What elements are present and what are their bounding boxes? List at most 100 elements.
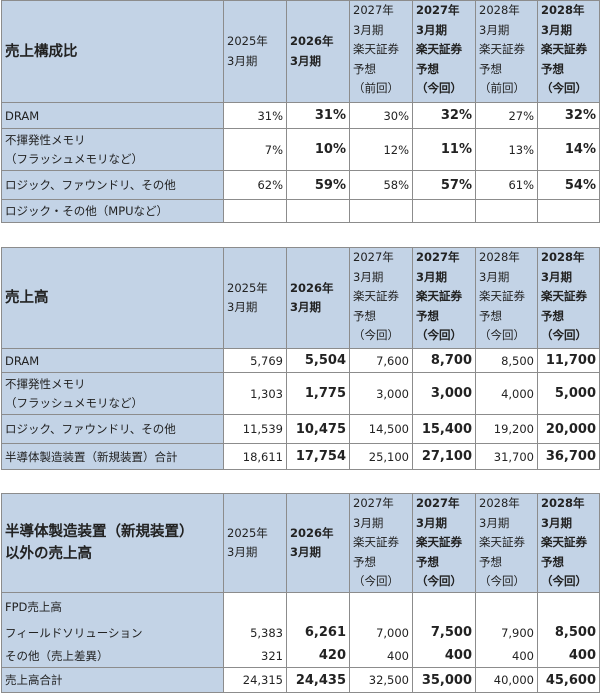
table-row: フィールドソリューション 5,383 6,261 7,000 7,500 7,9… bbox=[1, 620, 600, 645]
value-cell: 400 bbox=[349, 644, 413, 668]
value-cell: 27% bbox=[475, 102, 538, 129]
row-label: 不揮発性メモリ （フラッシュメモリなど） bbox=[1, 372, 224, 415]
value-cell: 3,000 bbox=[349, 372, 413, 415]
col-header-fy2028-now: 2028年 3月期 楽天証券 予想 （今回） bbox=[537, 493, 600, 593]
value-cell: 10% bbox=[286, 128, 350, 171]
value-cell bbox=[349, 592, 413, 621]
row-label: DRAM bbox=[1, 102, 224, 129]
table-row: DRAM 31% 31% 30% 32% 27% 32% bbox=[1, 102, 600, 129]
value-cell: 400 bbox=[412, 644, 476, 668]
value-cell: 12% bbox=[349, 128, 413, 171]
value-cell: 14,500 bbox=[349, 414, 413, 444]
value-cell bbox=[475, 199, 538, 223]
row-label: その他（売上差異） bbox=[1, 644, 224, 668]
value-cell: 59% bbox=[286, 170, 350, 200]
row-label: 半導体製造装置（新規装置）合計 bbox=[1, 443, 224, 470]
value-cell: 57% bbox=[412, 170, 476, 200]
value-cell bbox=[223, 592, 287, 621]
col-header-fy2027-now: 2027年 3月期 楽天証券 予想 （今回） bbox=[412, 0, 476, 103]
value-cell: 14% bbox=[537, 128, 600, 171]
value-cell: 19,200 bbox=[475, 414, 538, 444]
composition-ratio-table: 売上構成比 2025年 3月期 2026年 3月期 2027年 3月期 楽天証券 予想 （前… bbox=[1, 0, 600, 223]
value-cell: 5,504 bbox=[286, 348, 350, 373]
col-header-fy2027-prev: 2027年 3月期 楽天証券 予想 （今回） bbox=[349, 247, 413, 349]
row-label: 不揮発性メモリ （フラッシュメモリなど） bbox=[1, 128, 224, 171]
value-cell: 31,700 bbox=[475, 443, 538, 470]
value-cell: 7,900 bbox=[475, 620, 538, 645]
sales-table: 売上高 2025年 3月期 2026年 3月期 2027年 3月期 楽天証券 予想 （今回）… bbox=[1, 247, 600, 470]
col-header-fy2026: 2026年 3月期 bbox=[286, 0, 350, 103]
row-label: DRAM bbox=[1, 348, 224, 373]
value-cell: 400 bbox=[475, 644, 538, 668]
col-header-fy2028-prev: 2028年 3月期 楽天証券 予想 （前回） bbox=[475, 0, 538, 103]
col-header-fy2025: 2025年 3月期 bbox=[223, 0, 287, 103]
row-label: フィールドソリューション bbox=[1, 620, 224, 645]
table-title: 半導体製造装置（新規装置） 以外の売上高 bbox=[1, 493, 224, 593]
value-cell: 58% bbox=[349, 170, 413, 200]
value-cell: 35,000 bbox=[412, 667, 476, 693]
value-cell: 1,775 bbox=[286, 372, 350, 415]
value-cell bbox=[286, 199, 350, 223]
table-row: 不揮発性メモリ （フラッシュメモリなど） 1,303 1,775 3,000 3,… bbox=[1, 372, 600, 415]
value-cell: 5,769 bbox=[223, 348, 287, 373]
value-cell: 24,315 bbox=[223, 667, 287, 693]
value-cell bbox=[286, 592, 350, 621]
col-header-fy2027-prev: 2027年 3月期 楽天証券 予想 （前回） bbox=[349, 0, 413, 103]
table-row: ロジック・その他（MPUなど） bbox=[1, 199, 600, 223]
value-cell: 27,100 bbox=[412, 443, 476, 470]
value-cell bbox=[475, 592, 538, 621]
value-cell: 11,700 bbox=[537, 348, 600, 373]
value-cell: 13% bbox=[475, 128, 538, 171]
value-cell: 8,700 bbox=[412, 348, 476, 373]
value-cell bbox=[412, 592, 476, 621]
row-label: 売上高合計 bbox=[1, 667, 224, 693]
value-cell: 62% bbox=[223, 170, 287, 200]
value-cell: 4,000 bbox=[475, 372, 538, 415]
col-header-fy2027-now: 2027年 3月期 楽天証券 予想 （今回） bbox=[412, 493, 476, 593]
value-cell: 15,400 bbox=[412, 414, 476, 444]
col-header-fy2026: 2026年 3月期 bbox=[286, 493, 350, 593]
value-cell: 3,000 bbox=[412, 372, 476, 415]
value-cell: 30% bbox=[349, 102, 413, 129]
value-cell bbox=[223, 199, 287, 223]
table-title: 売上構成比 bbox=[1, 0, 224, 103]
col-header-fy2027-prev: 2027年 3月期 楽天証券 予想 （今回） bbox=[349, 493, 413, 593]
value-cell: 400 bbox=[537, 644, 600, 668]
col-header-fy2026: 2026年 3月期 bbox=[286, 247, 350, 349]
col-header-fy2025: 2025年 3月期 bbox=[223, 247, 287, 349]
value-cell: 8,500 bbox=[537, 620, 600, 645]
value-cell: 8,500 bbox=[475, 348, 538, 373]
row-label: ロジック、ファウンドリ、その他 bbox=[1, 414, 224, 444]
value-cell: 7% bbox=[223, 128, 287, 171]
value-cell: 420 bbox=[286, 644, 350, 668]
row-label: ロジック・その他（MPUなど） bbox=[1, 199, 224, 223]
value-cell: 32,500 bbox=[349, 667, 413, 693]
value-cell: 32% bbox=[537, 102, 600, 129]
value-cell bbox=[537, 199, 600, 223]
table-row: FPD売上高 bbox=[1, 592, 600, 621]
value-cell: 32% bbox=[412, 102, 476, 129]
value-cell: 7,500 bbox=[412, 620, 476, 645]
other-sales-table: 半導体製造装置（新規装置） 以外の売上高 2025年 3月期 2026年 3月期 20… bbox=[1, 493, 600, 693]
value-cell: 31% bbox=[223, 102, 287, 129]
value-cell bbox=[349, 199, 413, 223]
col-header-fy2028-now: 2028年 3月期 楽天証券 予想 （今回） bbox=[537, 247, 600, 349]
value-cell: 18,611 bbox=[223, 443, 287, 470]
value-cell: 11% bbox=[412, 128, 476, 171]
table-row: ロジック、ファウンドリ、その他 62% 59% 58% 57% 61% 54% bbox=[1, 170, 600, 200]
value-cell: 45,600 bbox=[537, 667, 600, 693]
table-row: ロジック、ファウンドリ、その他 11,539 10,475 14,500 15,… bbox=[1, 414, 600, 444]
table-row: 不揮発性メモリ （フラッシュメモリなど） 7% 10% 12% 11% 13% 1… bbox=[1, 128, 600, 171]
value-cell: 36,700 bbox=[537, 443, 600, 470]
table-row: 売上高合計 24,315 24,435 32,500 35,000 40,000… bbox=[1, 667, 600, 693]
value-cell: 61% bbox=[475, 170, 538, 200]
row-label: FPD売上高 bbox=[1, 592, 224, 621]
value-cell: 7,000 bbox=[349, 620, 413, 645]
col-header-fy2027-now: 2027年 3月期 楽天証券 予想 （今回） bbox=[412, 247, 476, 349]
value-cell: 6,261 bbox=[286, 620, 350, 645]
value-cell: 40,000 bbox=[475, 667, 538, 693]
table-title: 売上高 bbox=[1, 247, 224, 349]
value-cell bbox=[537, 592, 600, 621]
col-header-fy2025: 2025年 3月期 bbox=[223, 493, 287, 593]
table-row: DRAM 5,769 5,504 7,600 8,700 8,500 11,70… bbox=[1, 348, 600, 373]
